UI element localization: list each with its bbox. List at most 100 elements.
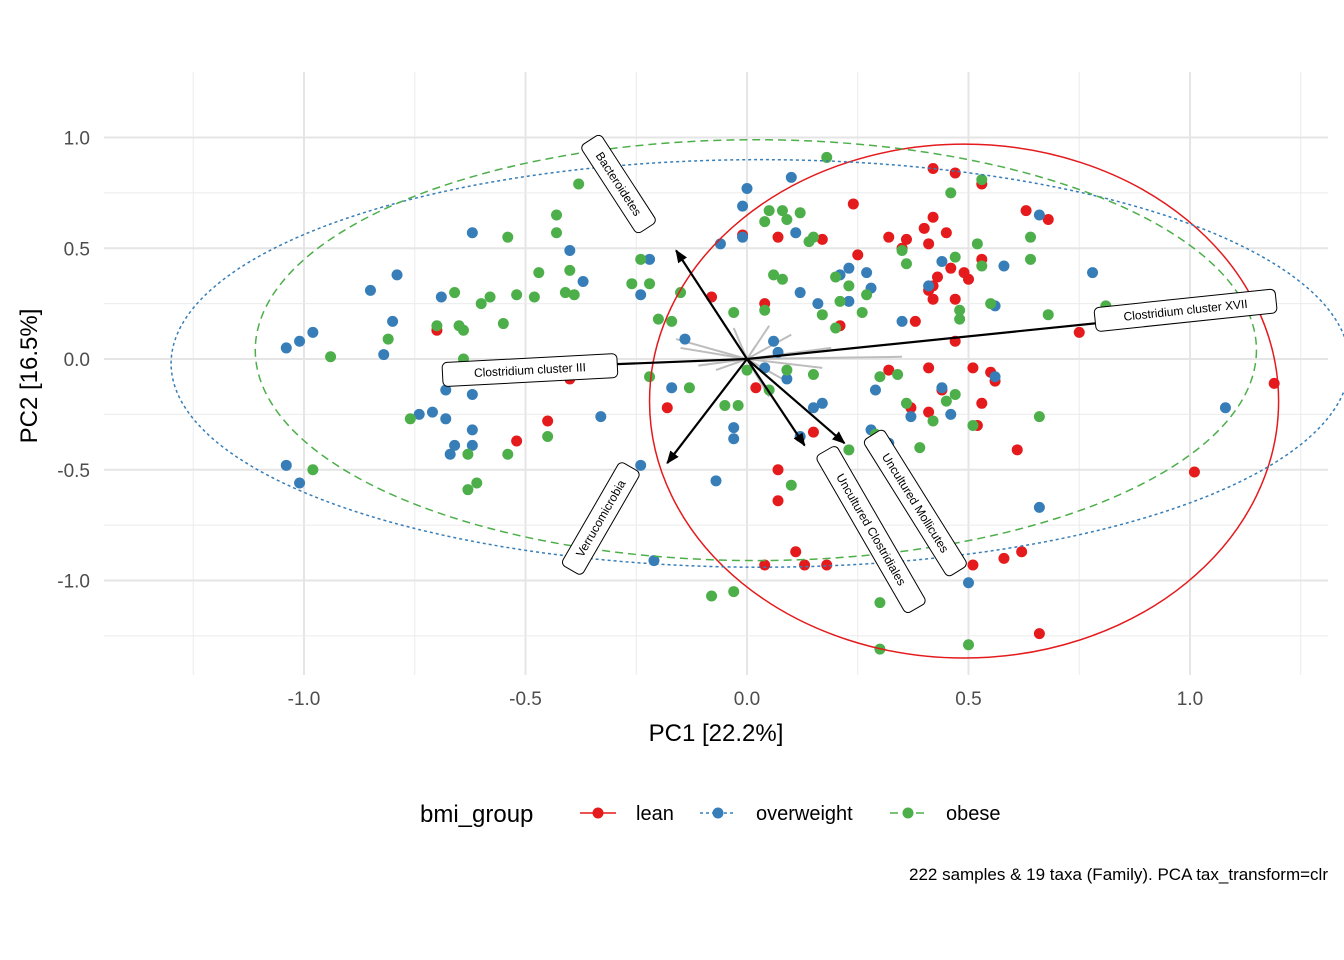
point-overweight bbox=[781, 373, 793, 385]
point-lean bbox=[1011, 444, 1023, 456]
point-obese bbox=[462, 448, 474, 460]
point-obese bbox=[874, 597, 886, 609]
point-overweight bbox=[790, 227, 802, 239]
loading-arrow bbox=[746, 317, 1117, 361]
point-obese bbox=[559, 287, 571, 299]
point-obese bbox=[542, 431, 554, 443]
point-overweight bbox=[577, 275, 589, 287]
point-lean bbox=[900, 233, 912, 245]
point-overweight bbox=[435, 291, 447, 303]
point-lean bbox=[909, 315, 921, 327]
point-overweight bbox=[896, 315, 908, 327]
point-obese bbox=[502, 448, 514, 460]
point-obese bbox=[940, 395, 952, 407]
point-lean bbox=[790, 546, 802, 558]
point-overweight bbox=[466, 388, 478, 400]
point-obese bbox=[776, 205, 788, 217]
point-lean bbox=[807, 426, 819, 438]
point-lean bbox=[927, 163, 939, 175]
point-overweight bbox=[869, 384, 881, 396]
point-obese bbox=[768, 269, 780, 281]
point-obese bbox=[985, 298, 997, 310]
point-overweight bbox=[466, 227, 478, 239]
legend-label-lean: lean bbox=[636, 803, 674, 825]
point-obese bbox=[892, 369, 904, 381]
point-obese bbox=[967, 419, 979, 431]
point-overweight bbox=[280, 459, 292, 471]
minor-loading-line bbox=[680, 346, 748, 360]
point-lean bbox=[661, 402, 673, 414]
point-obese bbox=[683, 382, 695, 394]
loading-label-text: Verrucomicrobia bbox=[573, 477, 629, 559]
point-lean bbox=[931, 271, 943, 283]
point-obese bbox=[781, 213, 793, 225]
loading-label: Clostridium cluster XVII bbox=[1093, 288, 1278, 332]
y-tick-label: -1.0 bbox=[57, 572, 90, 593]
point-overweight bbox=[785, 171, 797, 183]
point-obese bbox=[963, 639, 974, 651]
point-lean bbox=[772, 495, 784, 507]
point-lean bbox=[923, 406, 935, 418]
loading-label: Clostridium cluster III bbox=[441, 353, 619, 387]
point-lean bbox=[759, 559, 771, 571]
legend-label-overweight: overweight bbox=[756, 803, 853, 825]
point-obese bbox=[307, 464, 319, 476]
loading-arrows: Clostridium cluster XVII Clostridium clus… bbox=[441, 134, 1278, 614]
x-tick-label: -0.5 bbox=[509, 689, 542, 710]
point-lean bbox=[542, 415, 554, 427]
point-obese bbox=[821, 151, 833, 163]
axis-tick-labels: -1.0 -0.5 0.0 0.5 1.0 -1.0 -0.5 0.0 0.5 1.0 bbox=[57, 129, 1203, 711]
point-obese bbox=[896, 244, 908, 256]
point-obese bbox=[1025, 231, 1037, 243]
point-obese bbox=[794, 207, 806, 219]
loading-label-box bbox=[581, 134, 656, 234]
point-lean bbox=[976, 397, 988, 409]
point-overweight bbox=[861, 267, 873, 279]
point-overweight bbox=[714, 238, 726, 250]
point-lean bbox=[772, 464, 784, 476]
point-obese bbox=[475, 298, 487, 310]
minor-loading-line bbox=[746, 333, 792, 360]
point-overweight bbox=[710, 475, 722, 487]
point-overweight bbox=[1033, 209, 1045, 221]
point-lean bbox=[799, 559, 811, 571]
loading-label-box bbox=[1093, 288, 1278, 332]
point-obese bbox=[533, 267, 545, 279]
point-overweight bbox=[1219, 402, 1231, 414]
point-overweight bbox=[391, 269, 403, 281]
point-overweight bbox=[807, 402, 819, 414]
x-tick-label: -1.0 bbox=[288, 689, 321, 710]
point-obese bbox=[776, 273, 788, 285]
point-obese bbox=[728, 306, 740, 318]
point-overweight bbox=[635, 459, 647, 471]
point-overweight bbox=[905, 411, 917, 423]
point-lean bbox=[1188, 466, 1200, 478]
point-obese bbox=[954, 313, 966, 325]
point-obese bbox=[1042, 309, 1054, 321]
point-obese bbox=[404, 413, 416, 425]
point-overweight bbox=[794, 287, 806, 299]
point-obese bbox=[484, 291, 496, 303]
point-obese bbox=[652, 313, 664, 325]
minor-loading-line bbox=[746, 345, 757, 360]
point-obese bbox=[830, 322, 842, 334]
legend-key-point-obese bbox=[902, 807, 914, 819]
ellipse-lean bbox=[648, 143, 1280, 659]
point-obese bbox=[382, 333, 394, 345]
loading-label-box bbox=[816, 446, 926, 614]
point-overweight bbox=[728, 433, 740, 445]
point-obese bbox=[462, 484, 474, 496]
point-obese bbox=[564, 264, 576, 276]
point-lean bbox=[852, 249, 864, 261]
point-lean bbox=[847, 198, 859, 210]
point-lean bbox=[816, 233, 828, 245]
point-lean bbox=[883, 364, 895, 376]
point-obese bbox=[861, 289, 873, 301]
point-obese bbox=[719, 400, 731, 412]
point-obese bbox=[954, 304, 966, 316]
point-overweight bbox=[413, 408, 425, 420]
y-tick-label: 0.5 bbox=[64, 239, 90, 260]
point-overweight bbox=[426, 406, 438, 418]
point-obese bbox=[874, 371, 886, 383]
